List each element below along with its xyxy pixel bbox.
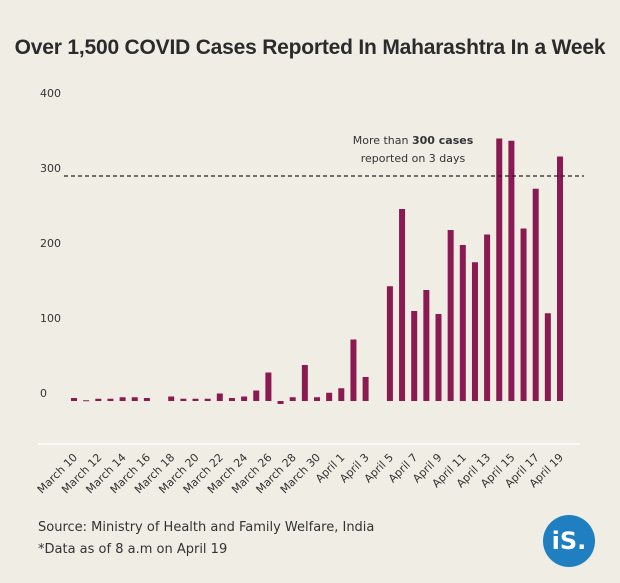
bar	[532, 188, 539, 401]
bars	[71, 138, 563, 404]
annotation-line-1: More than 300 cases	[353, 134, 474, 147]
bar	[107, 398, 114, 401]
bar	[484, 234, 491, 401]
bar	[143, 398, 150, 401]
bar	[314, 397, 320, 401]
bar	[168, 396, 175, 401]
source-text: Source: Ministry of Health and Family We…	[38, 520, 375, 535]
bar	[362, 377, 369, 401]
bar	[447, 230, 454, 401]
bar	[544, 313, 551, 401]
bar	[350, 339, 357, 401]
annotation-line-2: reported on 3 days	[361, 152, 466, 165]
bar	[289, 397, 296, 401]
bar	[83, 400, 90, 402]
bar	[411, 311, 418, 401]
y-tick-label: 0	[40, 387, 47, 400]
y-tick-label: 100	[40, 312, 61, 325]
bar	[228, 398, 235, 401]
y-axis-ticks: 0 100 200 300 400	[40, 87, 61, 400]
bar	[192, 398, 199, 401]
y-tick-label: 400	[40, 87, 61, 100]
bar	[95, 398, 102, 401]
bar	[520, 228, 527, 401]
bar	[423, 290, 430, 401]
annotation-prefix: More than	[353, 134, 412, 147]
bar	[253, 390, 260, 401]
bar	[459, 245, 466, 401]
bar	[241, 396, 248, 401]
y-tick-label: 300	[40, 162, 61, 175]
bar	[71, 398, 77, 401]
bar	[496, 138, 503, 401]
bar	[131, 397, 138, 401]
bar	[557, 156, 563, 401]
bar	[277, 401, 284, 404]
bar	[119, 397, 126, 401]
bar	[180, 398, 187, 401]
bar	[508, 140, 515, 401]
bar	[301, 365, 308, 401]
brand-logo: iS.	[543, 515, 595, 567]
bar	[399, 209, 406, 401]
bar	[386, 286, 393, 401]
footnote-text: *Data as of 8 a.m on April 19	[38, 542, 228, 557]
bar	[435, 314, 442, 401]
annotation-bold: 300 cases	[412, 134, 474, 147]
bar	[338, 388, 345, 401]
bar	[216, 393, 223, 401]
y-tick-label: 200	[40, 237, 61, 250]
bar	[471, 262, 478, 401]
bar	[204, 398, 211, 401]
chart-title: Over 1,500 COVID Cases Reported In Mahar…	[14, 36, 606, 59]
bar	[265, 372, 272, 401]
bar	[326, 392, 333, 401]
